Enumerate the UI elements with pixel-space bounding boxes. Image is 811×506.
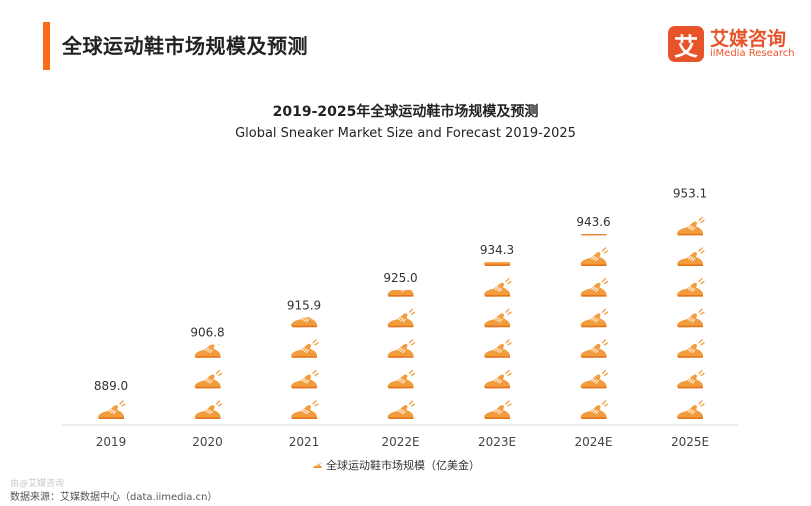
sneaker-icon xyxy=(579,369,609,390)
chart-legend: 全球运动鞋市场规模（亿美金） xyxy=(313,458,480,472)
sneaker-icon xyxy=(386,400,416,420)
x-tick-label: 2023E xyxy=(478,435,516,449)
sneaker-icon xyxy=(579,308,609,328)
sneaker-icon xyxy=(483,339,512,359)
x-tick-label: 2024E xyxy=(574,435,612,449)
sneaker-icon xyxy=(579,339,609,359)
sneaker-icon xyxy=(193,344,223,359)
data-label: 925.0 xyxy=(383,271,417,285)
data-label: 906.8 xyxy=(190,326,224,340)
chart-subtitle: Global Sneaker Market Size and Forecast … xyxy=(235,126,576,141)
sneaker-icon xyxy=(579,277,609,298)
legend-sneaker-icon xyxy=(313,462,323,469)
sneaker-icon xyxy=(386,369,416,390)
sneaker-icon xyxy=(676,400,705,420)
sneaker-icon xyxy=(676,308,705,328)
sneaker-icon xyxy=(483,277,512,298)
sneaker-icon xyxy=(290,369,319,390)
sneaker-icon xyxy=(579,247,609,267)
logo-mark: 艾 xyxy=(668,26,704,62)
sneaker-icon xyxy=(483,308,512,328)
sneaker-icon xyxy=(193,400,223,420)
sneaker-icon xyxy=(483,369,512,390)
x-tick-label: 2025E xyxy=(671,435,709,449)
watermark: 由@艾媒咨询 xyxy=(10,479,65,489)
sneaker-icon xyxy=(290,339,319,359)
sneaker-icon xyxy=(676,277,705,298)
data-source: 数据来源：艾媒数据中心（data.iimedia.cn） xyxy=(10,492,218,503)
data-label: 934.3 xyxy=(480,243,514,257)
iimedia-logo: 艾 艾媒咨询 iiMedia Research xyxy=(668,26,798,66)
x-tick-label: 2019 xyxy=(96,435,127,449)
bar-2024E xyxy=(579,234,609,420)
sneaker-icon xyxy=(579,400,609,420)
chart-title: 2019-2025年全球运动鞋市场规模及预测 xyxy=(272,104,539,120)
sneaker-icon xyxy=(97,400,126,420)
sneaker-icon xyxy=(193,369,223,390)
legend-label: 全球运动鞋市场规模（亿美金） xyxy=(326,458,480,472)
title-accent-bar xyxy=(43,22,50,70)
sneaker-icon xyxy=(483,400,512,420)
bar-2020 xyxy=(193,344,223,420)
x-tick-label: 2022E xyxy=(381,435,419,449)
page-title: 全球运动鞋市场规模及预测 xyxy=(62,34,308,58)
data-label: 943.6 xyxy=(576,215,610,229)
data-label: 915.9 xyxy=(287,298,321,312)
sneaker-icon xyxy=(676,339,705,359)
logo-name-cn: 艾媒咨询 xyxy=(710,28,787,50)
bar-2023E xyxy=(483,262,512,420)
sneaker-icon xyxy=(676,216,705,237)
x-tick-label: 2020 xyxy=(192,435,223,449)
sneaker-icon xyxy=(676,247,705,267)
data-label: 889.0 xyxy=(94,379,128,393)
bar-2021 xyxy=(290,317,319,420)
sneaker-icon xyxy=(386,308,416,328)
sneaker-icon xyxy=(676,369,705,390)
data-label: 953.1 xyxy=(673,187,707,201)
bar-2022E xyxy=(386,290,416,420)
x-tick-label: 2021 xyxy=(289,435,320,449)
logo-name-en: iiMedia Research xyxy=(710,48,795,59)
bar-2019 xyxy=(97,400,126,420)
sneaker-icon xyxy=(386,339,416,359)
bar-2025E xyxy=(676,216,705,420)
sneaker-icon xyxy=(290,400,319,420)
